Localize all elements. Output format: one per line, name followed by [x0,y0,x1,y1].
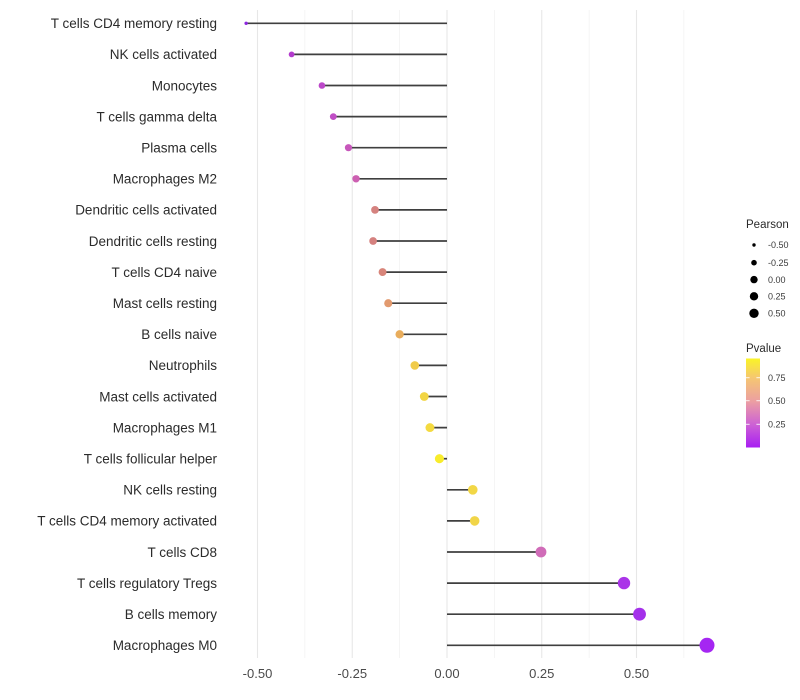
pearson-legend-label: 0.50 [768,309,786,319]
y-axis-label: Plasma cells [141,141,217,156]
lollipop-dot [633,607,646,621]
y-axis-label: T cells CD4 naive [111,265,217,280]
lollipop-dot [617,576,631,590]
y-axis-label: T cells follicular helper [84,452,218,467]
y-axis-label: T cells CD4 memory activated [37,514,217,529]
lollipop-dot [329,113,337,120]
pvalue-legend-label: 0.75 [768,373,786,383]
y-axis-label: Mast cells resting [113,296,217,311]
lollipop-dot [244,21,248,25]
pearson-legend-label: 0.25 [768,292,786,302]
y-axis-label: T cells gamma delta [96,109,217,124]
lollipop-dot [469,516,480,526]
lollipop-dot [288,51,295,58]
y-axis-label: T cells CD8 [147,545,217,560]
lollipop-dot [378,268,387,277]
pvalue-legend-label: 0.50 [768,396,786,406]
y-axis-label: Monocytes [152,78,218,93]
y-axis-label: B cells naive [141,327,217,342]
pearson-legend-dot [749,292,759,301]
y-axis-label: T cells regulatory Tregs [77,576,217,591]
lollipop-dot [410,361,420,370]
x-axis-tick-label: 0.50 [624,666,649,681]
lollipop-dot [699,637,715,653]
lollipop-dot [371,206,379,214]
lollipop-dot [535,546,547,558]
lollipop-dot [369,237,377,245]
lollipop-dot [419,392,429,401]
lollipop-dot [352,175,360,183]
pvalue-legend-label: 0.25 [768,420,786,430]
y-axis-label: Mast cells activated [99,389,217,404]
y-axis-label: Macrophages M1 [113,420,217,435]
pearson-legend-dot [750,275,758,284]
y-axis-label: T cells CD4 memory resting [51,16,217,31]
pearson-legend-label: 0.00 [768,275,786,285]
lollipop-dot [425,423,435,433]
lollipop-dot [395,330,404,339]
pearson-legend-label: -0.25 [768,258,789,268]
lollipop-dot [384,299,393,308]
y-axis-label: Neutrophils [149,358,218,373]
pearson-legend-label: -0.50 [768,240,789,250]
pvalue-legend-title: Pvalue [746,343,782,355]
y-axis-label: Macrophages M2 [113,172,217,187]
pvalue-colorbar [746,358,760,448]
x-axis-tick-label: 0.00 [434,666,459,681]
x-axis-tick-label: 0.25 [529,666,554,681]
lollipop-dot [344,144,353,152]
pearson-legend-dot [751,259,757,266]
lollipop-dot [318,82,326,89]
pearson-legend-dot [749,308,759,318]
lollipop-dot [434,454,444,464]
y-axis-label: Dendritic cells activated [75,203,217,218]
x-axis-tick-label: -0.25 [337,666,367,681]
lollipop-dot [467,485,478,495]
pearson-legend-dot [752,243,756,247]
y-axis-label: B cells memory [125,607,218,622]
y-axis-label: NK cells activated [110,47,217,62]
pearson-legend-title: Pearson [746,219,789,231]
y-axis-label: NK cells resting [123,483,217,498]
y-axis-label: Dendritic cells resting [89,234,217,249]
x-axis-tick-label: -0.50 [243,666,273,681]
y-axis-label: Macrophages M0 [113,638,217,653]
